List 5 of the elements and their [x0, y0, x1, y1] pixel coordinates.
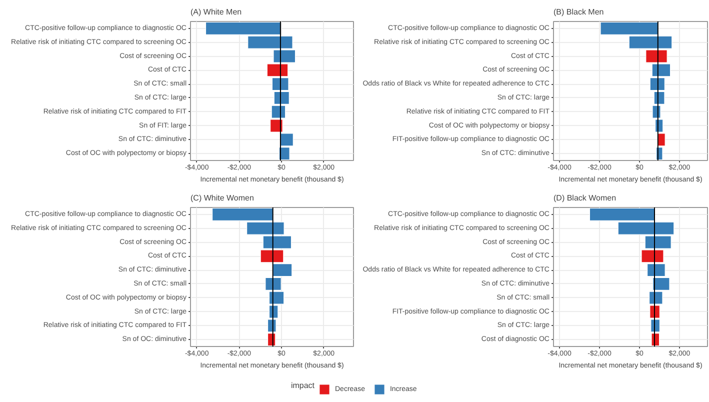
- chart-title: (B) Black Men: [554, 8, 604, 16]
- chart-title: (C) White Women: [190, 194, 254, 202]
- chart-title: (D) Black Women: [554, 194, 616, 202]
- legend-title: impact: [290, 381, 316, 390]
- chart-title: (A) White Men: [190, 8, 242, 16]
